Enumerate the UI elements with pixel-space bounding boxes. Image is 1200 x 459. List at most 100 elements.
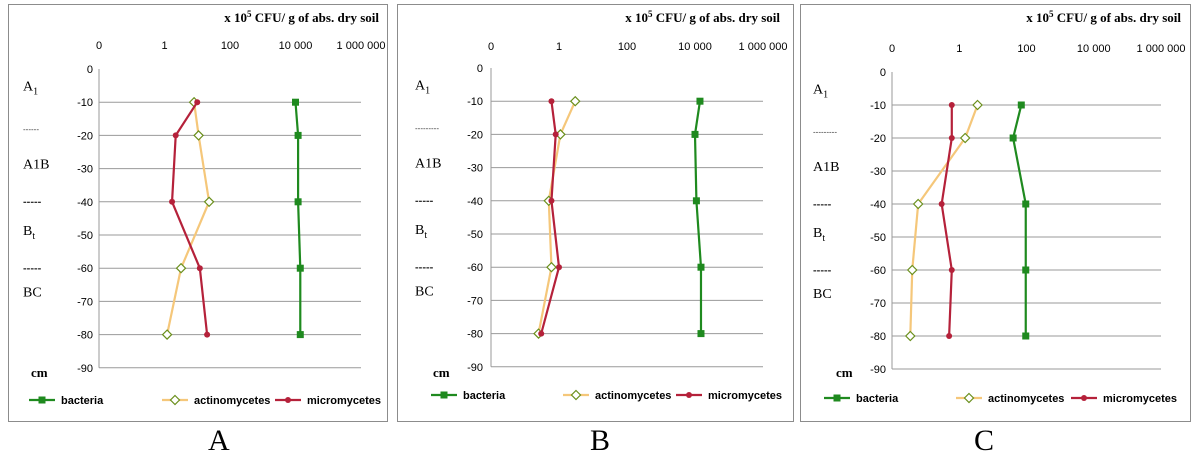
chart-panel-c: x 105 CFU/ g of abs. dry soil 0 1 100 10 000… [800, 4, 1191, 422]
y-tick-label: -80 [467, 329, 483, 341]
x-tick-label: 0 [488, 41, 494, 53]
data-point-bacteria [1009, 134, 1017, 142]
horizon-divider: ----- [415, 195, 434, 207]
data-point-bacteria [294, 198, 302, 206]
data-point-actinomycetes [546, 261, 557, 273]
y-tick-label: -60 [870, 265, 886, 277]
y-tick-label: -80 [77, 330, 93, 342]
data-point-actinomycetes [904, 330, 916, 342]
data-point-actinomycetes [906, 264, 918, 276]
data-point-micromycetes [548, 98, 555, 105]
legend-label: micromycetes [708, 390, 782, 402]
x-tick-label: 1 000 000 [739, 41, 788, 53]
horizon-label: BC [415, 284, 434, 299]
legend-item-actinomycetes: actinomycetes [563, 389, 671, 402]
data-point-micromycetes [948, 102, 955, 108]
legend-label: actinomycetes [988, 393, 1064, 405]
series-micromycetes [538, 98, 562, 337]
data-point-actinomycetes [161, 329, 173, 340]
horizon-divider: ------ [23, 125, 39, 134]
data-point-actinomycetes [912, 198, 924, 210]
x-tick-label: 1 [556, 41, 562, 53]
data-point-micromycetes [938, 201, 945, 207]
chart-svg-c: x 105 CFU/ g of abs. dry soil 0 1 100 10 000… [813, 9, 1185, 405]
y-tick-label: -30 [870, 166, 886, 178]
y-tick-label: -80 [870, 331, 886, 343]
data-point-actinomycetes [972, 99, 983, 111]
y-axis-label: cm [31, 365, 48, 380]
data-point-micromycetes [946, 333, 953, 339]
horizon-label: Bt [415, 223, 427, 241]
legend-label: bacteria [463, 390, 506, 402]
y-tick-label: -70 [77, 296, 93, 308]
data-point-bacteria [692, 197, 700, 205]
horizon-divider: ----- [813, 264, 832, 276]
x-tick-label: 0 [96, 40, 102, 52]
y-tick-label: -70 [870, 298, 886, 310]
y-tick-label: -30 [77, 164, 93, 176]
y-tick-label: -50 [467, 229, 483, 241]
data-point-bacteria [294, 131, 302, 139]
data-point-micromycetes [285, 397, 291, 403]
data-point-micromycetes [538, 330, 545, 337]
chart-svg-a: x 105 CFU/ g of abs. dry soil 0 1 100 10 000… [23, 9, 386, 407]
data-point-bacteria [1022, 266, 1030, 274]
data-point-actinomycetes [169, 394, 181, 406]
data-point-bacteria [697, 263, 705, 271]
y-tick-label: -10 [870, 100, 886, 112]
data-point-actinomycetes [203, 196, 215, 208]
data-point-bacteria [833, 394, 841, 402]
y-tick-label: 0 [87, 64, 93, 76]
x-tick-label: 100 [221, 40, 239, 52]
legend-item-bacteria: bacteria [431, 390, 506, 402]
data-point-bacteria [296, 331, 304, 339]
data-point-micromycetes [548, 197, 555, 204]
horizon-label: A1 [813, 83, 828, 101]
axis-unit-title: x 105 CFU/ g of abs. dry soil [224, 9, 379, 25]
legend-label: bacteria [856, 393, 899, 405]
horizon-label: Bt [23, 224, 35, 242]
legend-item-bacteria: bacteria [824, 393, 899, 405]
y-tick-label: -10 [77, 97, 93, 109]
x-tick-label: 10 000 [279, 40, 313, 52]
data-point-micromycetes [1081, 395, 1087, 401]
panel-label-b: B [590, 424, 611, 457]
horizon-divider: ----- [813, 198, 832, 210]
legend-item-micromycetes: micromycetes [676, 390, 782, 402]
chart-panel-a: x 105 CFU/ g of abs. dry soil 0 1 100 10 000… [8, 4, 388, 422]
data-point-micromycetes [172, 132, 179, 139]
legend-label: actinomycetes [194, 395, 270, 407]
legend-item-actinomycetes: actinomycetes [162, 394, 270, 407]
horizon-divider: ----- [23, 263, 42, 275]
legend-label: actinomycetes [595, 390, 671, 402]
data-point-actinomycetes [963, 392, 975, 404]
x-tick-label: 10 000 [1077, 43, 1111, 55]
y-tick-label: -50 [77, 230, 93, 242]
series-actinomycetes [904, 99, 983, 342]
y-axis-label: cm [433, 365, 450, 380]
data-point-micromycetes [948, 135, 955, 141]
horizon-divider: --------- [813, 128, 837, 137]
y-tick-label: -70 [467, 295, 483, 307]
data-point-actinomycetes [569, 95, 581, 107]
x-tick-label: 1 000 000 [337, 40, 386, 52]
horizon-label: BC [813, 287, 832, 302]
data-point-micromycetes [686, 392, 692, 398]
x-tick-label: 100 [618, 41, 636, 53]
horizon-label: A1B [813, 160, 839, 175]
data-point-bacteria [1017, 101, 1025, 109]
y-tick-label: -40 [467, 196, 483, 208]
chart-svg-b: x 105 CFU/ g of abs. dry soil 0 1 100 10 000… [415, 9, 788, 402]
data-point-micromycetes [169, 198, 176, 205]
data-point-micromycetes [556, 264, 562, 271]
panel-label-c: C [974, 424, 995, 457]
y-tick-label: 0 [477, 63, 483, 75]
legend-item-bacteria: bacteria [29, 395, 104, 407]
data-point-micromycetes [948, 267, 955, 273]
y-tick-label: -60 [77, 263, 93, 275]
y-tick-label: -90 [870, 364, 886, 376]
y-tick-label: -50 [870, 232, 886, 244]
y-tick-label: -40 [870, 199, 886, 211]
series-bacteria [1009, 101, 1030, 340]
horizon-label: Bt [813, 226, 825, 244]
